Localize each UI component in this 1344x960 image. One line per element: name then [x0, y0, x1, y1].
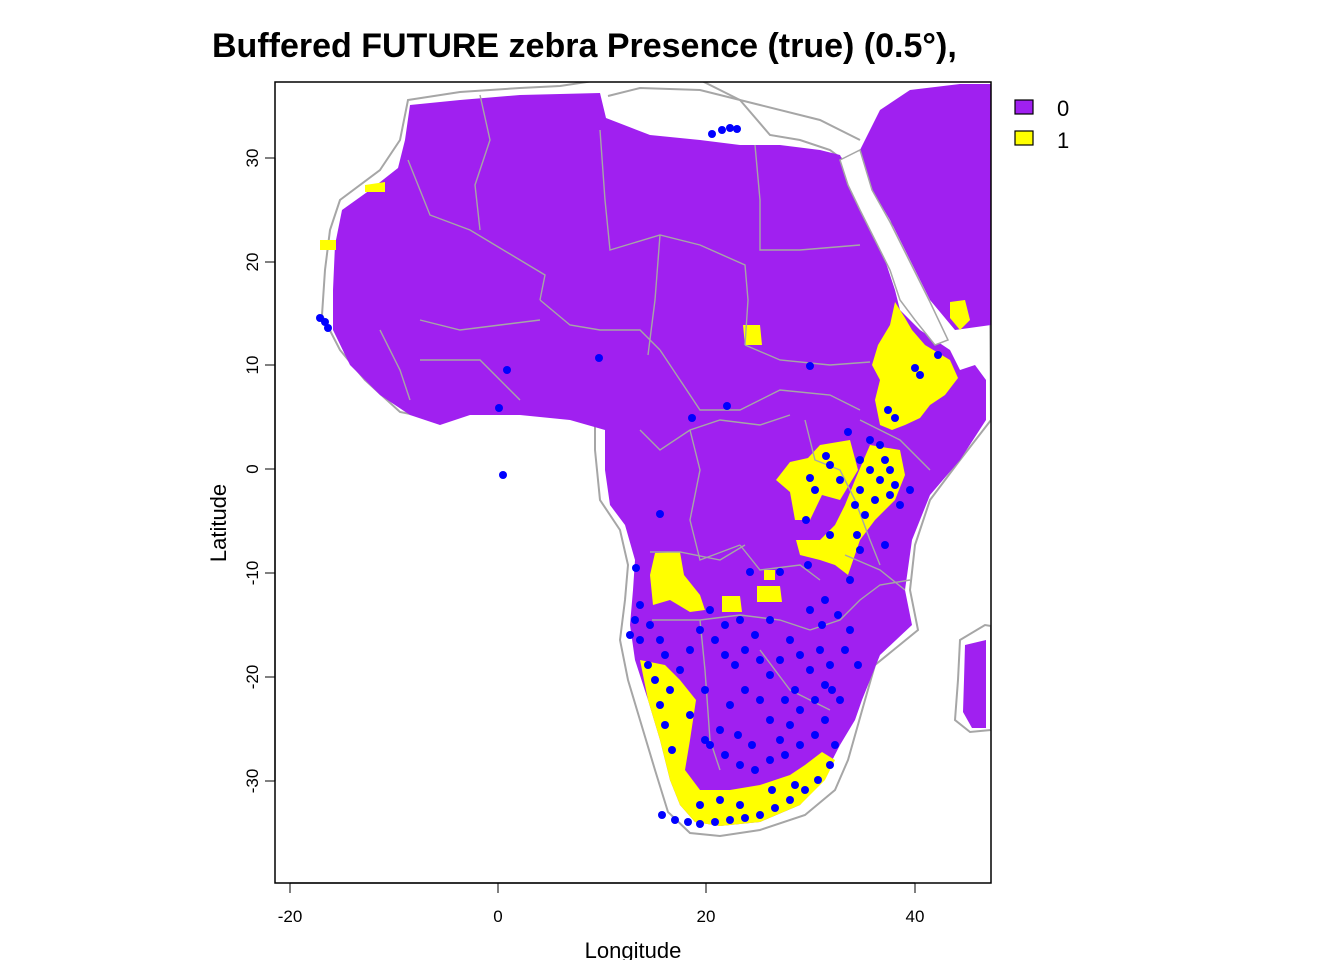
- red-sea: [839, 148, 950, 346]
- legend-swatch-1: [1014, 130, 1034, 146]
- africa-absence-region: [333, 93, 986, 826]
- x-tick-label: 0: [493, 907, 502, 926]
- x-tick-label: 40: [906, 907, 925, 926]
- y-tick-label: 10: [243, 356, 262, 375]
- y-tick-label: 30: [243, 149, 262, 168]
- y-tick-label: -20: [243, 665, 262, 690]
- y-axis: 30 20 10 0 -10 -20 -30 Latitude: [206, 149, 276, 794]
- legend-swatch-0: [1014, 99, 1034, 115]
- x-tick-label: 20: [697, 907, 716, 926]
- y-tick-label: 0: [243, 464, 262, 473]
- y-axis-label: Latitude: [206, 484, 231, 562]
- y-tick-label: -10: [243, 561, 262, 586]
- y-tick-label: -30: [243, 769, 262, 794]
- occurrence-points: [316, 124, 942, 828]
- x-axis: -20 0 20 40 Longitude: [278, 882, 925, 960]
- legend: 0 1: [1014, 96, 1069, 153]
- y-tick-label: 20: [243, 253, 262, 272]
- x-axis-label: Longitude: [585, 938, 682, 960]
- country-borders: [379, 94, 931, 771]
- map-plot-area: [316, 82, 991, 838]
- legend-label-1: 1: [1057, 128, 1069, 153]
- legend-label-0: 0: [1057, 96, 1069, 121]
- chart-title: Buffered FUTURE zebra Presence (true) (0…: [212, 27, 957, 65]
- arabia-absence-region: [860, 84, 991, 330]
- x-tick-label: -20: [278, 907, 303, 926]
- madagascar-absence-region: [963, 640, 986, 728]
